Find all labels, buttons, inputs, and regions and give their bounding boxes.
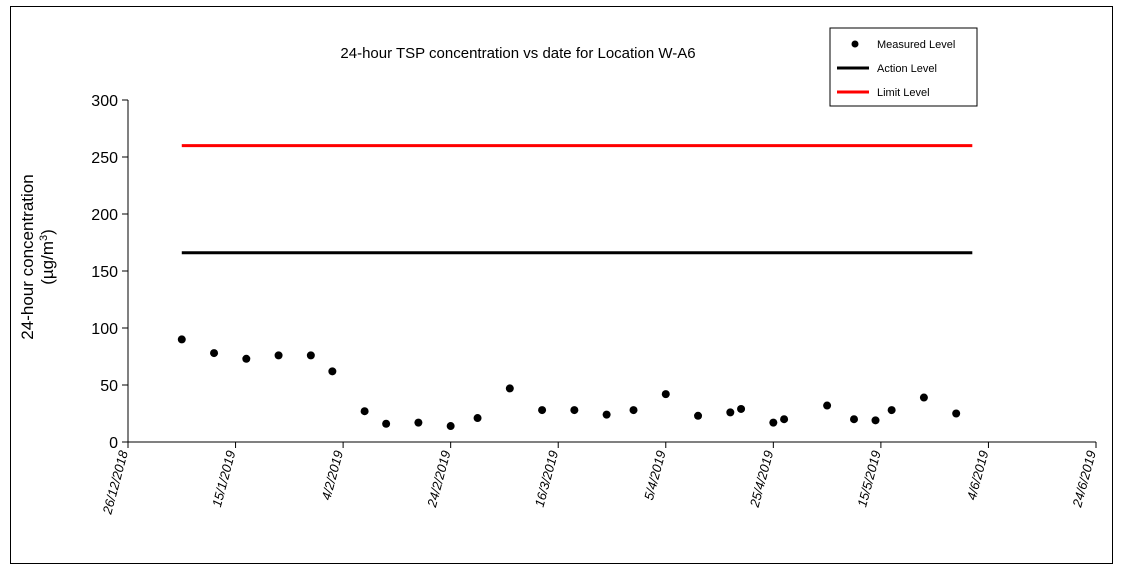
x-tick-label: 16/3/2019 xyxy=(532,449,561,509)
data-point xyxy=(274,351,283,360)
legend-label-limit-level: Limit Level xyxy=(877,87,930,99)
x-tick-label: 4/2/2019 xyxy=(318,449,346,502)
chart-frame: 24-hour TSP concentration vs date for Lo… xyxy=(10,6,1113,564)
y-axis-label-unit-end: ) xyxy=(38,229,57,235)
measured-points xyxy=(177,335,961,431)
data-point xyxy=(570,406,579,415)
data-point xyxy=(871,416,880,425)
x-tick-label: 24/6/2019 xyxy=(1069,449,1099,510)
legend: Measured Level Action Level Limit Level xyxy=(829,27,978,107)
data-point xyxy=(328,367,337,376)
y-axis-label-unit-sup: 3 xyxy=(38,235,50,241)
y-ticks: 0 50 100 150 200 250 300 xyxy=(91,93,128,452)
y-tick-label: 200 xyxy=(91,207,118,224)
y-tick-label: 100 xyxy=(91,321,118,338)
data-point xyxy=(726,408,735,417)
data-point xyxy=(823,401,832,410)
legend-label-action-level: Action Level xyxy=(877,63,937,75)
x-tick-label: 15/5/2019 xyxy=(854,449,883,509)
data-point xyxy=(602,410,611,419)
data-point xyxy=(887,406,896,415)
x-tick-label: 5/4/2019 xyxy=(641,449,669,502)
data-point xyxy=(919,393,928,402)
y-tick-label: 150 xyxy=(91,264,118,281)
data-point xyxy=(780,415,789,424)
data-point xyxy=(694,411,703,420)
x-tick-label: 26/12/2018 xyxy=(99,448,131,516)
data-point xyxy=(306,351,315,360)
chart-svg: 24-hour TSP concentration vs date for Lo… xyxy=(18,27,1099,517)
y-tick-label: 250 xyxy=(91,150,118,167)
data-point xyxy=(210,349,219,358)
y-tick-label: 0 xyxy=(109,435,118,452)
reference-lines xyxy=(181,144,973,255)
data-point xyxy=(360,407,369,416)
x-ticks: 26/12/2018 15/1/2019 4/2/2019 24/2/2019 16/3… xyxy=(99,442,1099,517)
data-point xyxy=(505,384,514,393)
y-axis-label: 24-hour concentration (µg/m3) xyxy=(18,174,57,339)
data-point xyxy=(414,418,423,427)
y-axis-label-line2: (µg/m3) xyxy=(38,229,57,285)
axes xyxy=(127,100,1096,443)
y-axis-label-unit-base: (µg/m xyxy=(38,241,57,285)
data-point xyxy=(629,406,638,415)
data-point xyxy=(952,409,961,418)
chart-title: 24-hour TSP concentration vs date for Lo… xyxy=(340,45,695,62)
data-point xyxy=(177,335,186,344)
legend-label-measured-level: Measured Level xyxy=(877,39,955,51)
data-point xyxy=(382,419,391,428)
data-point xyxy=(769,418,778,427)
data-point xyxy=(850,415,858,424)
x-tick-label: 24/2/2019 xyxy=(424,449,454,510)
data-point xyxy=(242,354,251,363)
data-point xyxy=(446,422,455,431)
y-axis-label-line1: 24-hour concentration xyxy=(18,174,37,339)
x-tick-label: 4/6/2019 xyxy=(964,449,992,502)
x-tick-label: 15/1/2019 xyxy=(209,449,238,509)
data-point xyxy=(661,390,670,399)
y-tick-label: 300 xyxy=(91,93,118,110)
data-point xyxy=(473,414,482,423)
data-point xyxy=(737,404,746,413)
legend-marker-measured-level xyxy=(851,40,859,48)
y-tick-label: 50 xyxy=(100,378,118,395)
data-point xyxy=(538,406,547,415)
x-tick-label: 25/4/2019 xyxy=(747,449,777,510)
